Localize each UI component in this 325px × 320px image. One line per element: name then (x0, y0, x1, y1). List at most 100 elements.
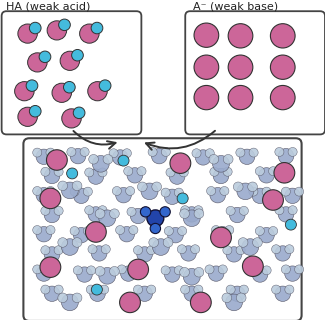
Circle shape (270, 55, 295, 79)
Circle shape (163, 238, 173, 247)
Circle shape (174, 188, 183, 197)
Circle shape (137, 247, 152, 262)
Circle shape (67, 168, 78, 179)
Circle shape (98, 206, 107, 215)
Circle shape (33, 187, 42, 196)
Circle shape (285, 219, 296, 230)
Circle shape (151, 148, 167, 164)
Circle shape (209, 155, 219, 164)
Circle shape (137, 182, 147, 192)
Circle shape (36, 227, 52, 242)
Circle shape (92, 156, 109, 172)
Circle shape (41, 167, 50, 176)
Circle shape (134, 285, 143, 294)
Circle shape (180, 209, 189, 219)
Circle shape (29, 106, 41, 117)
Circle shape (121, 266, 136, 281)
Circle shape (236, 148, 245, 157)
Circle shape (225, 226, 234, 235)
Circle shape (211, 227, 231, 248)
Circle shape (99, 80, 111, 92)
Circle shape (88, 245, 97, 254)
Circle shape (83, 187, 92, 196)
Circle shape (112, 150, 128, 165)
Circle shape (194, 285, 203, 294)
FancyBboxPatch shape (23, 138, 302, 320)
Circle shape (223, 167, 232, 176)
Circle shape (137, 167, 146, 176)
Circle shape (259, 168, 274, 183)
Circle shape (109, 149, 118, 158)
Circle shape (184, 207, 200, 222)
Circle shape (54, 246, 63, 255)
Circle shape (39, 51, 51, 63)
Circle shape (272, 245, 281, 254)
Circle shape (90, 286, 105, 301)
Circle shape (46, 187, 55, 196)
Circle shape (278, 207, 294, 222)
Circle shape (70, 148, 86, 164)
Circle shape (117, 265, 126, 274)
Circle shape (33, 148, 42, 157)
Circle shape (181, 206, 190, 215)
Circle shape (220, 187, 229, 196)
Circle shape (118, 155, 129, 166)
Circle shape (99, 268, 116, 284)
Circle shape (116, 188, 131, 203)
Circle shape (54, 167, 63, 176)
Circle shape (63, 82, 75, 93)
Circle shape (205, 265, 214, 274)
Circle shape (85, 168, 94, 177)
Circle shape (226, 285, 235, 294)
Circle shape (183, 210, 200, 227)
Circle shape (58, 19, 70, 31)
Circle shape (88, 82, 107, 101)
Circle shape (210, 188, 226, 203)
Circle shape (249, 266, 258, 275)
Circle shape (215, 227, 230, 242)
Circle shape (222, 293, 232, 303)
Circle shape (149, 238, 159, 247)
Circle shape (99, 285, 109, 294)
Circle shape (213, 168, 229, 184)
Circle shape (77, 267, 92, 282)
Circle shape (89, 155, 98, 164)
Circle shape (194, 85, 219, 110)
Circle shape (242, 239, 259, 255)
Circle shape (170, 153, 191, 173)
Circle shape (268, 167, 278, 176)
Circle shape (41, 285, 50, 294)
Circle shape (194, 209, 204, 219)
Circle shape (164, 189, 180, 204)
Circle shape (129, 226, 138, 235)
Circle shape (36, 149, 52, 164)
Circle shape (128, 259, 149, 280)
Circle shape (161, 188, 170, 197)
Circle shape (60, 51, 80, 70)
Circle shape (119, 227, 135, 242)
Circle shape (285, 285, 294, 294)
Circle shape (80, 24, 99, 43)
Circle shape (229, 207, 245, 223)
Circle shape (281, 265, 291, 274)
Circle shape (259, 228, 274, 243)
Circle shape (72, 50, 83, 61)
Circle shape (73, 107, 85, 119)
Circle shape (130, 265, 139, 274)
Circle shape (33, 226, 42, 235)
Circle shape (274, 163, 295, 183)
Circle shape (44, 286, 60, 301)
Circle shape (285, 245, 294, 254)
Circle shape (236, 246, 245, 255)
Circle shape (61, 294, 78, 311)
Circle shape (91, 22, 103, 34)
Circle shape (184, 286, 200, 301)
Circle shape (44, 168, 60, 184)
Circle shape (147, 246, 156, 255)
Circle shape (275, 206, 284, 215)
Circle shape (36, 188, 52, 203)
Circle shape (164, 267, 180, 282)
Circle shape (101, 245, 110, 254)
Circle shape (95, 209, 105, 219)
Circle shape (28, 53, 47, 72)
